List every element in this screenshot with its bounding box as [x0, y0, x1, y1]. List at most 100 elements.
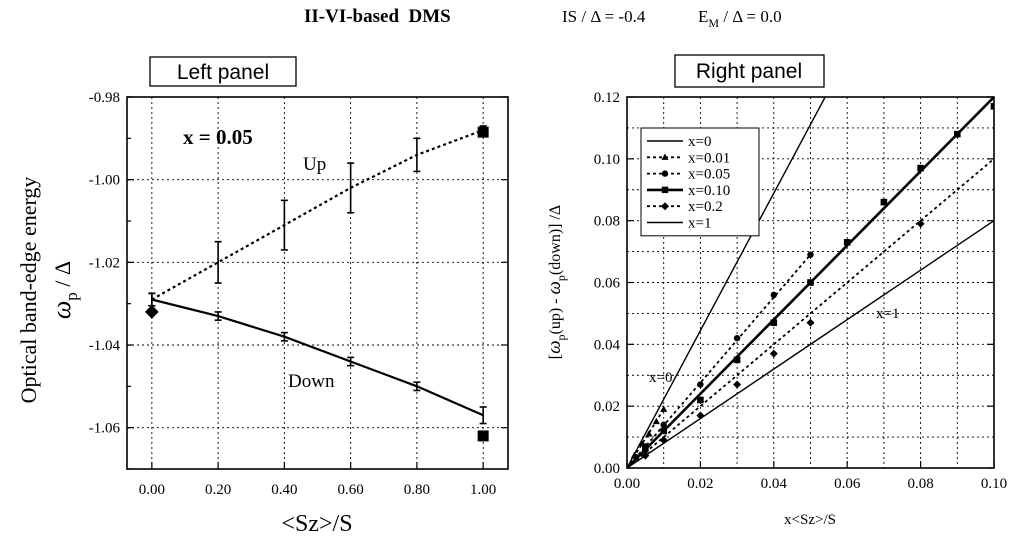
- right-point-x-0-2: [806, 318, 815, 327]
- legend-marker-x-0-2: [661, 202, 669, 211]
- right-point-x-0-10: [770, 319, 778, 326]
- left-markers: [144, 126, 489, 442]
- right-point-x-0-2: [916, 219, 925, 228]
- left-panel: Left panel 0.00 0.20 0.40 0.60 0.80 1.00 -0.98…: [16, 56, 509, 537]
- left-ytick-label-0: -0.98: [89, 90, 120, 106]
- right-ytick-label-4: 0.08: [594, 214, 620, 230]
- right-panel-label: Right panel: [696, 60, 802, 83]
- legend-label-x-0-10: x=0.10: [688, 183, 730, 199]
- left-marker-diamond-zero: [144, 305, 159, 319]
- left-ytick-label-3: -1.04: [89, 338, 121, 354]
- left-line-down: [151, 298, 484, 417]
- right-point-x-0-10: [697, 396, 704, 404]
- left-marker-square-down: [477, 430, 489, 442]
- param-em-sub: M: [708, 16, 719, 30]
- left-ylabel: Optical band-edge energy: [16, 177, 41, 404]
- line-label-x0: x=0: [649, 370, 672, 386]
- param-em-prefix: E: [698, 7, 708, 26]
- right-point-x-0-10: [880, 198, 888, 206]
- right-xtick-label-2: 0.04: [761, 476, 788, 492]
- right-point-x-0-05: [697, 381, 704, 388]
- legend-label-x-0-01: x=0.01: [688, 150, 730, 166]
- legend-label-x-1: x=1: [688, 216, 711, 232]
- left-xlabel: <Sz>/S: [281, 511, 352, 537]
- right-series-x-0-2: [627, 158, 994, 468]
- right-ylabel-up: (up) -: [547, 294, 564, 334]
- right-ylabel-bracket: [: [547, 354, 564, 359]
- right-point-x-0-10: [954, 130, 961, 138]
- right-point-x-0-01: [660, 405, 668, 412]
- series-label-up: Up: [303, 154, 326, 175]
- header: II-VI-based DMS IS / Δ = -0.4 EM / Δ = 0…: [304, 6, 782, 30]
- right-line-x-1: [627, 220, 994, 468]
- legend-marker-x-0-05: [661, 170, 669, 177]
- left-plot-frame: [126, 96, 509, 470]
- left-annotation: x = 0.05: [183, 125, 253, 149]
- left-ylabel-omega: ω: [47, 301, 76, 319]
- right-ylabel-sub-1: p: [554, 334, 568, 340]
- right-ytick-label-3: 0.06: [594, 276, 621, 292]
- right-line-x-0: [627, 97, 826, 468]
- right-point-x-0-01: [652, 417, 660, 425]
- right-xtick-label-3: 0.06: [834, 476, 861, 492]
- left-xtick-label-1: 0.20: [205, 482, 231, 498]
- right-ytick-label-1: 0.02: [594, 399, 620, 415]
- right-point-x-0-10: [660, 427, 667, 435]
- left-ylabel-sub: p: [62, 292, 81, 301]
- legend-marker-x-0-10: [661, 186, 669, 194]
- series-label-down: Down: [288, 371, 335, 392]
- right-xtick-label-5: 0.10: [981, 476, 1007, 492]
- right-point-x-0-10: [733, 356, 741, 364]
- right-point-x-0-2: [769, 349, 778, 358]
- right-ylabel-sub-2: p: [554, 275, 568, 281]
- right-panel: Right panel 0.00 0.02 0.04 0.06 0.08 0.10 0.00…: [544, 54, 1007, 528]
- legend-box: [640, 127, 760, 237]
- legend-label-x-0-05: x=0.05: [688, 167, 730, 183]
- right-plot-frame: [626, 96, 995, 469]
- right-xtick-label-0: 0.00: [614, 476, 640, 492]
- right-ytick-label-6: 0.12: [594, 90, 620, 106]
- right-series-x-0-10: [627, 97, 994, 468]
- right-point-x-0-05: [770, 291, 777, 299]
- left-xtick-label-0: 0.00: [139, 482, 165, 498]
- legend-label-x-0-2: x=0.2: [688, 199, 723, 215]
- left-series-up: [148, 125, 487, 307]
- right-point-x-0-10: [642, 446, 649, 453]
- right-point-x-0-2: [733, 380, 742, 389]
- figure-title: II-VI-based DMS: [304, 6, 451, 27]
- left-ytick-label-2: -1.02: [89, 255, 120, 271]
- right-xtick-label-4: 0.08: [907, 476, 933, 492]
- right-ylabel-omega-1: ω: [544, 340, 565, 353]
- left-xtick-label-5: 1.00: [470, 482, 496, 498]
- param-em: EM / Δ = 0.0: [698, 7, 782, 30]
- right-xlabel: x<Sz>/S: [784, 512, 836, 528]
- right-point-x-0-10: [843, 239, 851, 246]
- line-label-x1: x=1: [876, 306, 899, 322]
- left-xtick-label-3: 0.60: [338, 482, 364, 498]
- right-point-x-0-10: [807, 279, 814, 286]
- right-series-x-1: [627, 220, 994, 468]
- left-panel-label-box: [149, 56, 297, 87]
- right-ylabel-down: (down)] /Δ: [547, 205, 564, 275]
- left-ylabel-suffix: / Δ: [50, 261, 75, 292]
- param-em-suffix: / Δ = 0.0: [719, 7, 782, 26]
- right-ticks: 0.00 0.02 0.04 0.06 0.08 0.10 0.00 0.02 0.04 0.06…: [594, 90, 1007, 492]
- right-ytick-label-2: 0.04: [594, 337, 621, 353]
- right-point-x-0-01: [645, 430, 653, 437]
- param-is: IS / Δ = -0.4: [562, 7, 646, 26]
- right-point-x-0-05: [660, 421, 667, 428]
- left-xtick-label-2: 0.40: [271, 482, 297, 498]
- right-ylabel: [ωp(up) - ωp(down)] /Δ: [544, 205, 568, 359]
- right-line-x-0-05: [627, 254, 812, 468]
- right-ytick-label-0: 0.00: [594, 461, 620, 477]
- right-series-x-0-05: [627, 251, 814, 468]
- left-marker-square-up: [477, 126, 489, 138]
- right-line-x-0-2: [627, 158, 994, 468]
- left-xtick-label-4: 0.80: [404, 482, 430, 498]
- left-ticks: 0.00 0.20 0.40 0.60 0.80 1.00 -0.98 -1.00 -1.02 -…: [89, 90, 508, 498]
- right-point-x-0-05: [807, 251, 814, 258]
- right-point-x-0-10: [917, 164, 924, 172]
- left-panel-label: Left panel: [177, 61, 269, 84]
- right-series: [627, 97, 994, 468]
